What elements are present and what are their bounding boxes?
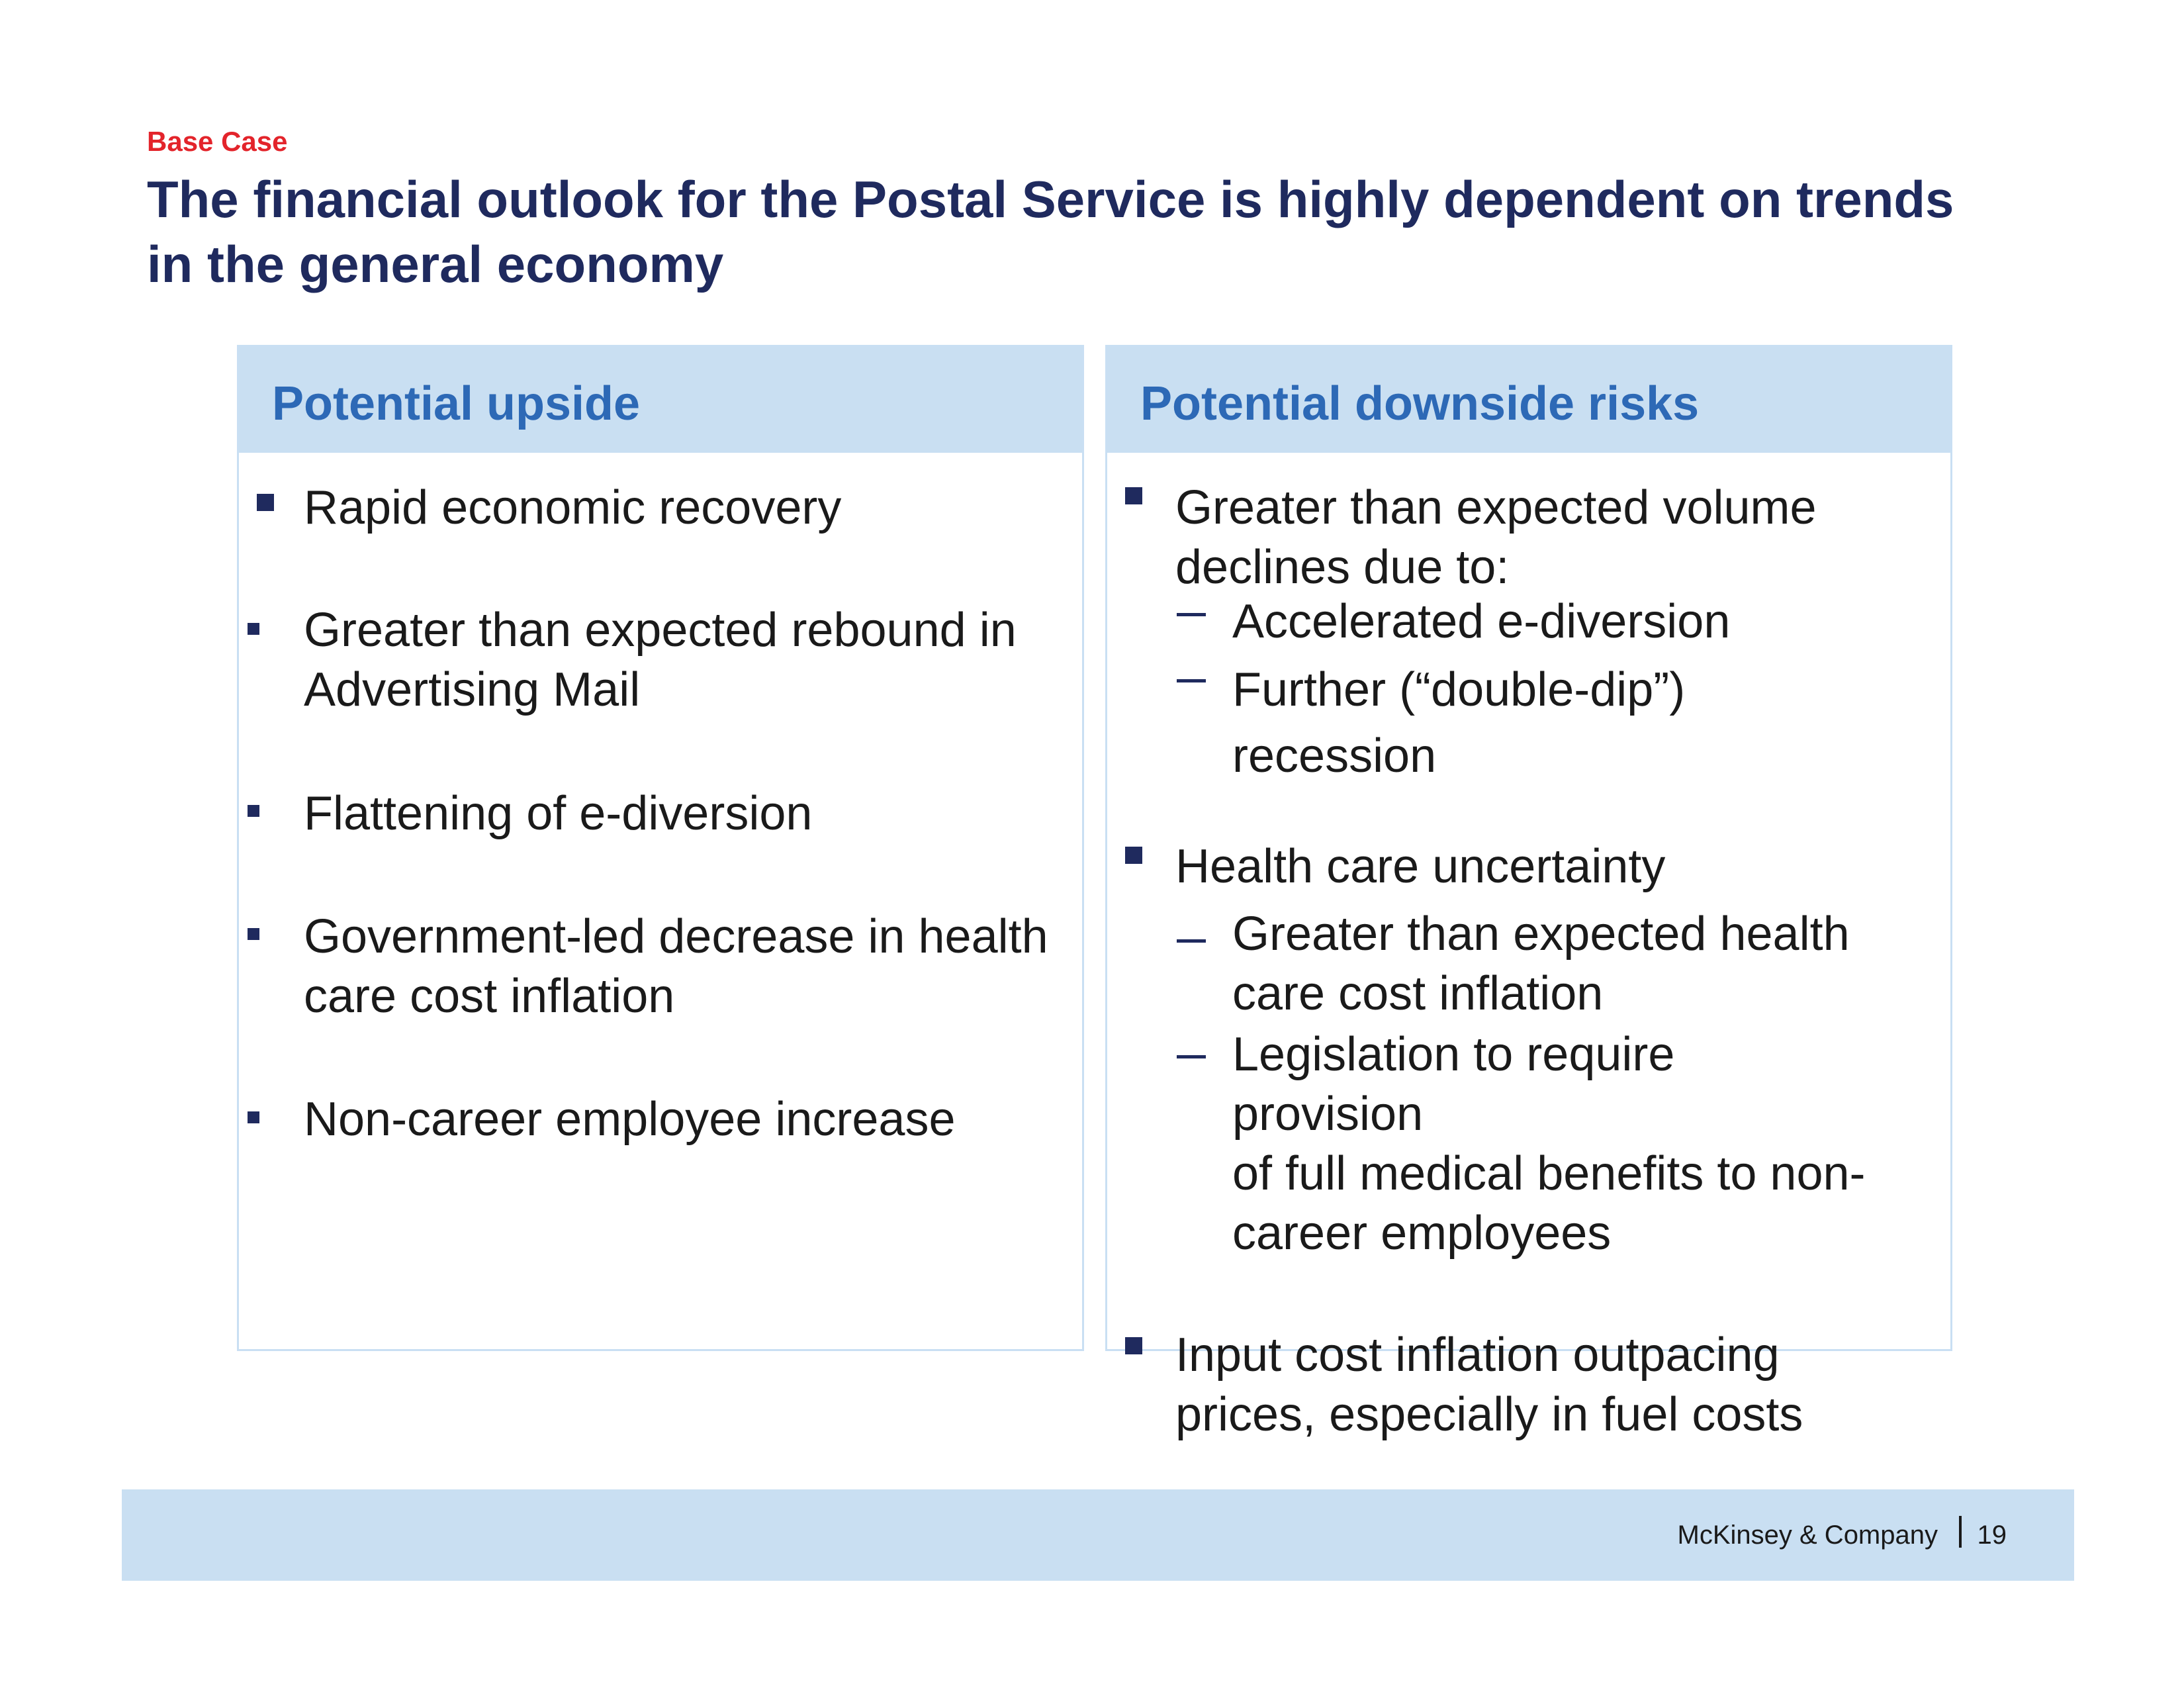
upside-item-line: Greater than expected rebound in bbox=[304, 604, 1017, 657]
upside-item-line: Rapid economic recovery bbox=[304, 481, 842, 534]
square-bullet-icon bbox=[248, 805, 259, 817]
downside-panel-title: Potential downside risks bbox=[1140, 377, 1700, 430]
downside-subitem-line: of full medical benefits to non- bbox=[1232, 1147, 1866, 1200]
upside-panel-header: Potential upside bbox=[239, 347, 1082, 453]
square-bullet-icon bbox=[248, 623, 259, 635]
square-bullet-icon bbox=[1125, 487, 1142, 504]
downside-item: Input cost inflation outpacing prices, e… bbox=[1175, 1325, 2009, 1444]
upside-item: Government-led decrease in health care c… bbox=[304, 907, 1138, 1026]
upside-item: Non-career employee increase bbox=[304, 1090, 1138, 1149]
section-tag: Base Case bbox=[147, 126, 288, 157]
upside-item-line: Flattening of e-diversion bbox=[304, 787, 813, 840]
downside-panel-header: Potential downside risks bbox=[1107, 347, 1950, 453]
downside-subitem: Accelerated e-diversion bbox=[1232, 592, 2026, 651]
square-bullet-icon bbox=[248, 928, 259, 940]
downside-subitem: Legislation to require provision of full… bbox=[1232, 1025, 2026, 1263]
title-line: in the general economy bbox=[147, 235, 724, 293]
upside-item: Greater than expected rebound in Adverti… bbox=[304, 600, 1138, 720]
downside-panel: Potential downside risks Greater than ex… bbox=[1105, 345, 1952, 1441]
dash-bullet-icon bbox=[1177, 613, 1206, 616]
page-title: The financial outlook for the Postal Ser… bbox=[147, 167, 2066, 297]
downside-item-line: declines due to: bbox=[1175, 541, 1510, 594]
downside-subitem-line: Greater than expected health bbox=[1232, 908, 1850, 961]
downside-item-line: Input cost inflation outpacing bbox=[1175, 1329, 1780, 1382]
downside-subitem-line: recession bbox=[1232, 729, 1437, 782]
downside-item: Greater than expected volume declines du… bbox=[1175, 478, 2009, 597]
square-bullet-icon bbox=[257, 494, 274, 511]
page-number: 19 bbox=[1977, 1521, 2007, 1550]
square-bullet-icon bbox=[1125, 1337, 1142, 1354]
downside-item-line: Greater than expected volume bbox=[1175, 481, 1817, 534]
upside-panel-title: Potential upside bbox=[272, 377, 641, 430]
dash-bullet-icon bbox=[1177, 679, 1206, 682]
footer-bar: McKinsey & Company 19 bbox=[122, 1489, 2074, 1581]
footer-company: McKinsey & Company bbox=[1677, 1521, 1938, 1550]
dash-bullet-icon bbox=[1177, 939, 1206, 943]
dash-bullet-icon bbox=[1177, 1055, 1206, 1058]
downside-subitem-line: care cost inflation bbox=[1232, 967, 1604, 1020]
upside-item: Rapid economic recovery bbox=[304, 478, 1138, 538]
downside-subitem-line: Legislation to require bbox=[1232, 1028, 1675, 1081]
upside-panel: Potential upside Rapid economic recovery… bbox=[237, 345, 1084, 1351]
footer-divider bbox=[1959, 1516, 1962, 1548]
upside-item: Flattening of e-diversion bbox=[304, 784, 1138, 843]
square-bullet-icon bbox=[1125, 847, 1142, 864]
upside-item-line: Advertising Mail bbox=[304, 663, 641, 716]
upside-item-line: care cost inflation bbox=[304, 970, 675, 1023]
square-bullet-icon bbox=[248, 1111, 259, 1123]
downside-subitem-line: Accelerated e-diversion bbox=[1232, 595, 1731, 648]
downside-subitem-line: career employees bbox=[1232, 1207, 1612, 1260]
downside-subitem: Further (“double-dip”) recession bbox=[1232, 657, 2026, 789]
downside-item: Health care uncertainty bbox=[1175, 837, 2009, 896]
downside-subitem-line: provision bbox=[1232, 1088, 1424, 1141]
downside-subitem: Greater than expected health care cost i… bbox=[1232, 904, 2026, 1023]
upside-item-line: Non-career employee increase bbox=[304, 1093, 956, 1146]
upside-item-line: Government-led decrease in health bbox=[304, 910, 1048, 963]
downside-item-line: prices, especially in fuel costs bbox=[1175, 1388, 1803, 1441]
downside-item-line: Health care uncertainty bbox=[1175, 840, 1666, 893]
downside-subitem-line: Further (“double-dip”) bbox=[1232, 663, 1686, 716]
title-line: The financial outlook for the Postal Ser… bbox=[147, 170, 1954, 228]
